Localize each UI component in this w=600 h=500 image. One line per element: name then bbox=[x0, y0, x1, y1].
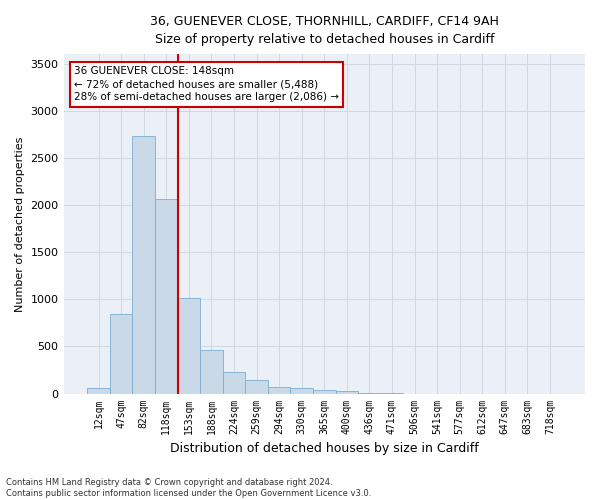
Bar bbox=[268, 387, 290, 394]
Bar bbox=[358, 392, 381, 394]
X-axis label: Distribution of detached houses by size in Cardiff: Distribution of detached houses by size … bbox=[170, 442, 479, 455]
Bar bbox=[110, 314, 133, 394]
Bar bbox=[245, 380, 268, 394]
Bar bbox=[335, 391, 358, 394]
Bar bbox=[178, 298, 200, 394]
Bar bbox=[133, 136, 155, 394]
Bar bbox=[290, 388, 313, 394]
Text: 36 GUENEVER CLOSE: 148sqm
← 72% of detached houses are smaller (5,488)
28% of se: 36 GUENEVER CLOSE: 148sqm ← 72% of detac… bbox=[74, 66, 339, 102]
Text: Contains HM Land Registry data © Crown copyright and database right 2024.
Contai: Contains HM Land Registry data © Crown c… bbox=[6, 478, 371, 498]
Bar bbox=[155, 200, 178, 394]
Y-axis label: Number of detached properties: Number of detached properties bbox=[15, 136, 25, 312]
Title: 36, GUENEVER CLOSE, THORNHILL, CARDIFF, CF14 9AH
Size of property relative to de: 36, GUENEVER CLOSE, THORNHILL, CARDIFF, … bbox=[150, 15, 499, 46]
Bar bbox=[87, 388, 110, 394]
Bar bbox=[313, 390, 335, 394]
Bar bbox=[200, 350, 223, 394]
Bar bbox=[223, 372, 245, 394]
